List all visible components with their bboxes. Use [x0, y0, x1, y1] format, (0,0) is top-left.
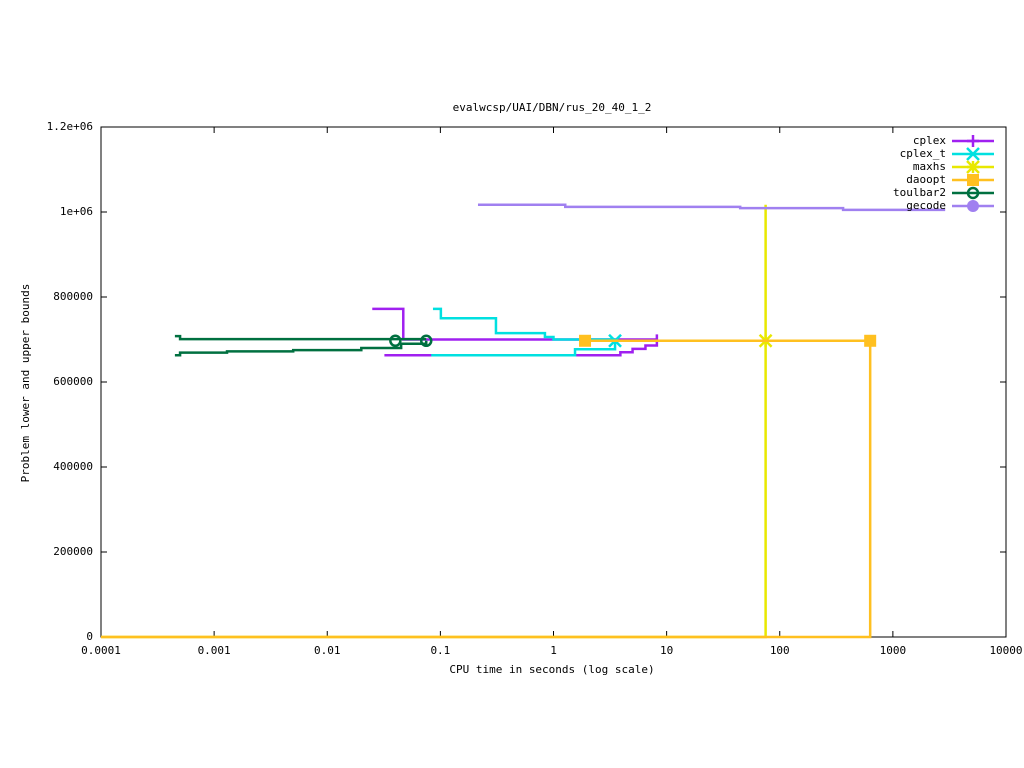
x-tick-label: 0.01: [314, 644, 341, 657]
point-marker-part: [389, 334, 402, 348]
legend-marker-part: [967, 200, 979, 212]
x-tick-label: 100: [770, 644, 790, 657]
legend-label: toulbar2: [893, 186, 946, 199]
series-line: [477, 203, 946, 212]
y-tick-label: 1e+06: [60, 205, 93, 218]
x-tick-label: 1: [550, 644, 557, 657]
y-tick-label: 0: [86, 630, 93, 643]
x-tick-label: 0.001: [198, 644, 231, 657]
y-tick-label: 1.2e+06: [47, 120, 93, 133]
y-tick-label: 800000: [53, 290, 93, 303]
point-marker-part: [419, 334, 433, 348]
series-line: [431, 307, 617, 357]
chart-title: evalwcsp/UAI/DBN/rus_20_40_1_2: [453, 101, 652, 114]
x-tick-label: 0.0001: [81, 644, 121, 657]
legend-label: maxhs: [913, 160, 946, 173]
legend-marker: [967, 200, 979, 212]
y-tick-label: 200000: [53, 545, 93, 558]
point-marker: [579, 334, 592, 347]
legend-label: cplex: [913, 134, 946, 147]
point-marker: [389, 334, 402, 348]
y-tick-label: 600000: [53, 375, 93, 388]
legend-label: gecode: [906, 199, 946, 212]
x-tick-label: 10: [660, 644, 673, 657]
y-tick-label: 400000: [53, 460, 93, 473]
x-axis-label: CPU time in seconds (log scale): [449, 663, 654, 676]
legend-label: cplex_t: [900, 147, 946, 160]
legend-marker: [967, 174, 979, 186]
legend-marker-part: [966, 160, 980, 174]
point-marker-part: [864, 334, 877, 347]
legend-marker-part: [966, 186, 980, 200]
x-tick-label: 0.1: [430, 644, 450, 657]
point-marker: [419, 334, 433, 348]
x-tick-label: 10000: [989, 644, 1022, 657]
series-line: [174, 334, 428, 357]
legend-marker-part: [967, 174, 979, 186]
legend-marker: [966, 160, 980, 174]
legend-marker: [966, 186, 980, 200]
series-line: [101, 339, 872, 639]
x-tick-label: 1000: [880, 644, 907, 657]
legend-marker-part: [966, 147, 980, 161]
legend-marker: [967, 135, 979, 147]
point-marker: [864, 334, 877, 347]
legend-label: daoopt: [906, 173, 946, 186]
point-marker-part: [579, 334, 592, 347]
legend-marker: [966, 147, 980, 161]
y-axis-label: Problem lower and upper bounds: [19, 284, 32, 483]
series-line: [372, 307, 659, 357]
